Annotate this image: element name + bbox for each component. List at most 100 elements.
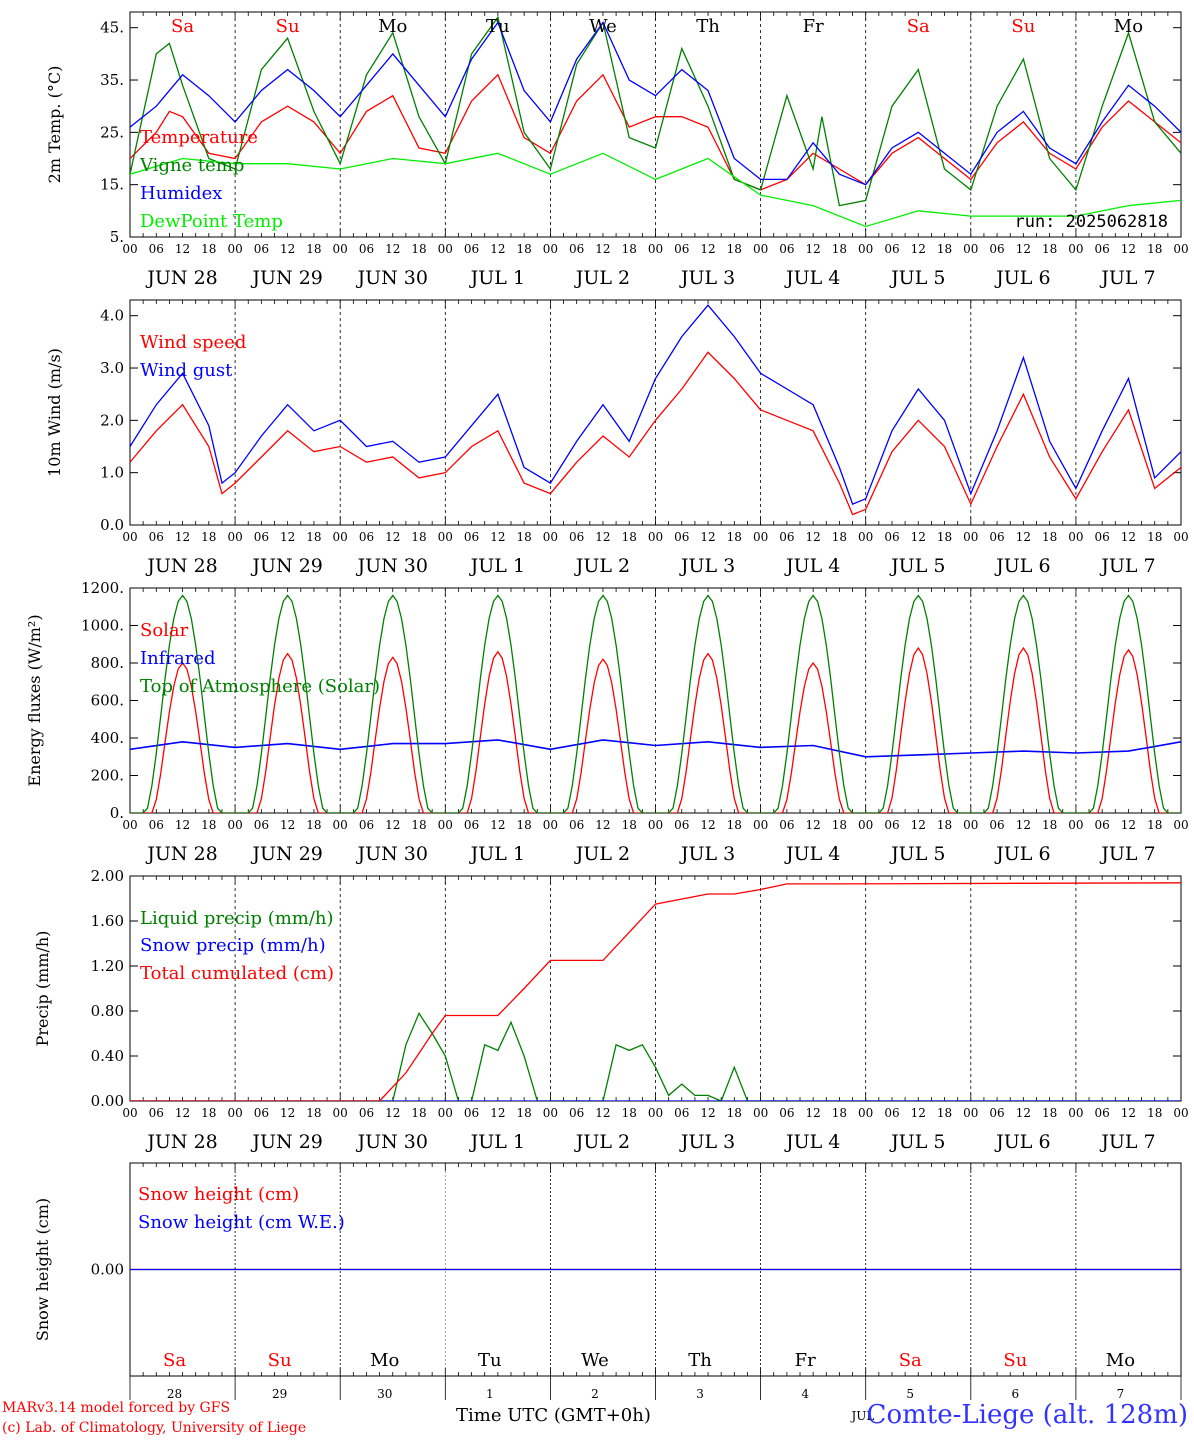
energy-hour-tick-label: 00 [1068, 818, 1083, 832]
precip-date-label: JUL 7 [1099, 1131, 1155, 1153]
wind-hour-tick-label: 06 [464, 530, 479, 544]
precip-ytick-label: 0.00 [91, 1092, 124, 1110]
precip-ytick-label: 1.20 [91, 957, 124, 975]
temp-legend-entry: Humidex [140, 183, 222, 204]
precip-hour-tick-label: 06 [254, 1106, 269, 1120]
wind-ytick-label: 3.0 [100, 359, 124, 377]
energy-date-label: JUN 30 [356, 843, 428, 865]
precip-hour-tick-label: 06 [1095, 1106, 1110, 1120]
wind-ytick-label: 2.0 [100, 411, 124, 429]
temp-hour-tick-label: 18 [727, 242, 742, 256]
temp-hour-tick-label: 06 [1095, 242, 1110, 256]
temp-legend-entry: Temperature [140, 127, 258, 148]
precip-legend-entry: Snow precip (mm/h) [140, 935, 326, 956]
precip-ytick-label: 1.60 [91, 912, 124, 930]
temp-hour-tick-label: 12 [1016, 242, 1031, 256]
bottom-month-label: JUL [849, 1409, 874, 1423]
wind-hour-tick-label: 00 [438, 530, 453, 544]
temp-hour-tick-label: 06 [149, 242, 164, 256]
temp-hour-tick-label: 00 [333, 242, 348, 256]
energy-hour-tick-label: 00 [963, 818, 978, 832]
temp-frame [129, 11, 1182, 238]
energy-ytick-label: 200. [91, 767, 124, 785]
temp-legend-entry: DewPoint Temp [140, 211, 283, 232]
wind-date-label: JUL 6 [994, 555, 1050, 577]
energy-ytick-label: 800. [91, 654, 124, 672]
precip-hour-tick-label: 06 [359, 1106, 374, 1120]
precip-legend-entry: Total cumulated (cm) [140, 963, 334, 984]
temp-ytick-label: 5. [110, 228, 124, 246]
precip-hour-tick-label: 12 [1121, 1106, 1136, 1120]
precip-series-line [130, 1011, 1181, 1101]
precip-hour-tick-label: 12 [175, 1106, 190, 1120]
wind-series-group [130, 304, 1181, 516]
wind-hour-tick-label: 12 [175, 530, 190, 544]
precip-hour-tick-label: 06 [989, 1106, 1004, 1120]
temp-date-label: JUL 7 [1099, 267, 1155, 289]
weekday-label-top: Su [276, 16, 300, 37]
wind-hour-tick-label: 00 [122, 530, 137, 544]
precip-hour-tick-label: 00 [1173, 1106, 1188, 1120]
energy-legend-entry: Solar [140, 620, 189, 641]
temp-hour-tick-label: 00 [122, 242, 137, 256]
temp-series-line [130, 21, 1181, 186]
snow-panel: 0.00 Snow height (cm) Snow height (cm) Snow… [33, 1162, 1182, 1377]
energy-series-line [130, 739, 1181, 758]
weekday-label-top: Fr [803, 16, 824, 37]
precip-ytick-label: 0.40 [91, 1047, 124, 1065]
weekday-label-top: Su [1011, 16, 1035, 37]
wind-hour-tick-label: 00 [543, 530, 558, 544]
temp-hour-tick-label: 06 [254, 242, 269, 256]
energy-hour-tick-label: 12 [280, 818, 295, 832]
weekday-label-bottom: Mo [1106, 1350, 1135, 1371]
precip-date-label: JUN 29 [250, 1131, 322, 1153]
wind-hour-tick-label: 18 [201, 530, 216, 544]
temp-hour-tick-label: 00 [438, 242, 453, 256]
wind-hour-tick-label: 12 [490, 530, 505, 544]
energy-hour-tick-label: 06 [464, 818, 479, 832]
energy-series-group [130, 594, 1181, 813]
wind-hour-tick-label: 12 [595, 530, 610, 544]
station-title: Comte-Liege (alt. 128m) [866, 1400, 1188, 1430]
wind-hour-tick-label: 06 [779, 530, 794, 544]
energy-hour-tick-label: 12 [385, 818, 400, 832]
precip-hour-tick-label: 12 [490, 1106, 505, 1120]
temp-run-label: run: 2025062818 [1014, 212, 1168, 232]
energy-hour-tick-label: 18 [201, 818, 216, 832]
wind-hour-tick-label: 18 [1147, 530, 1162, 544]
wind-ytick-label: 1.0 [100, 464, 124, 482]
energy-hour-tick-label: 06 [359, 818, 374, 832]
temp-date-label: JUN 30 [356, 267, 428, 289]
snow-legend-entry: Snow height (cm) [138, 1184, 299, 1205]
precip-hour-tick-label: 00 [543, 1106, 558, 1120]
precip-hour-tick-label: 12 [595, 1106, 610, 1120]
weekday-label-bottom: Su [268, 1350, 292, 1371]
energy-hour-tick-label: 12 [700, 818, 715, 832]
energy-ytick-label: 400. [91, 729, 124, 747]
temp-hour-tick-label: 00 [1173, 242, 1188, 256]
temp-date-label: JUN 28 [145, 267, 217, 289]
energy-date-label: JUL 3 [679, 843, 735, 865]
precip-hour-tick-label: 06 [149, 1106, 164, 1120]
wind-panel: 0.0 1.0 2.0 3.0 4.0 10m Wind (m/s) Wind speed W… [45, 299, 1189, 577]
wind-frame [129, 299, 1182, 526]
weekday-label-top: Sa [907, 16, 930, 37]
wind-hour-tick-label: 06 [989, 530, 1004, 544]
wind-hour-tick-label: 06 [569, 530, 584, 544]
precip-legend-entry: Liquid precip (mm/h) [140, 908, 334, 929]
wind-hour-tick-label: 00 [858, 530, 873, 544]
temp-hour-tick-label: 00 [1068, 242, 1083, 256]
energy-ylabel: Energy fluxes (W/m²) [25, 614, 44, 786]
energy-ytick-label: 600. [91, 692, 124, 710]
energy-series-line [130, 594, 1181, 813]
temp-series-group [130, 15, 1181, 228]
energy-date-label: JUL 6 [994, 843, 1050, 865]
temp-hour-tick-label: 18 [1147, 242, 1162, 256]
temp-hour-tick-label: 06 [674, 242, 689, 256]
temp-hour-tick-label: 12 [806, 242, 821, 256]
weekday-label-bottom: Th [688, 1350, 712, 1371]
energy-hour-tick-label: 00 [333, 818, 348, 832]
bottom-day-number: 3 [696, 1387, 704, 1401]
temp-hour-tick-label: 06 [779, 242, 794, 256]
